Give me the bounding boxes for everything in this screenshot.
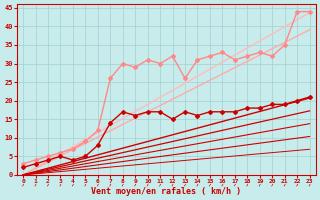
- X-axis label: Vent moyen/en rafales ( km/h ): Vent moyen/en rafales ( km/h ): [91, 187, 241, 196]
